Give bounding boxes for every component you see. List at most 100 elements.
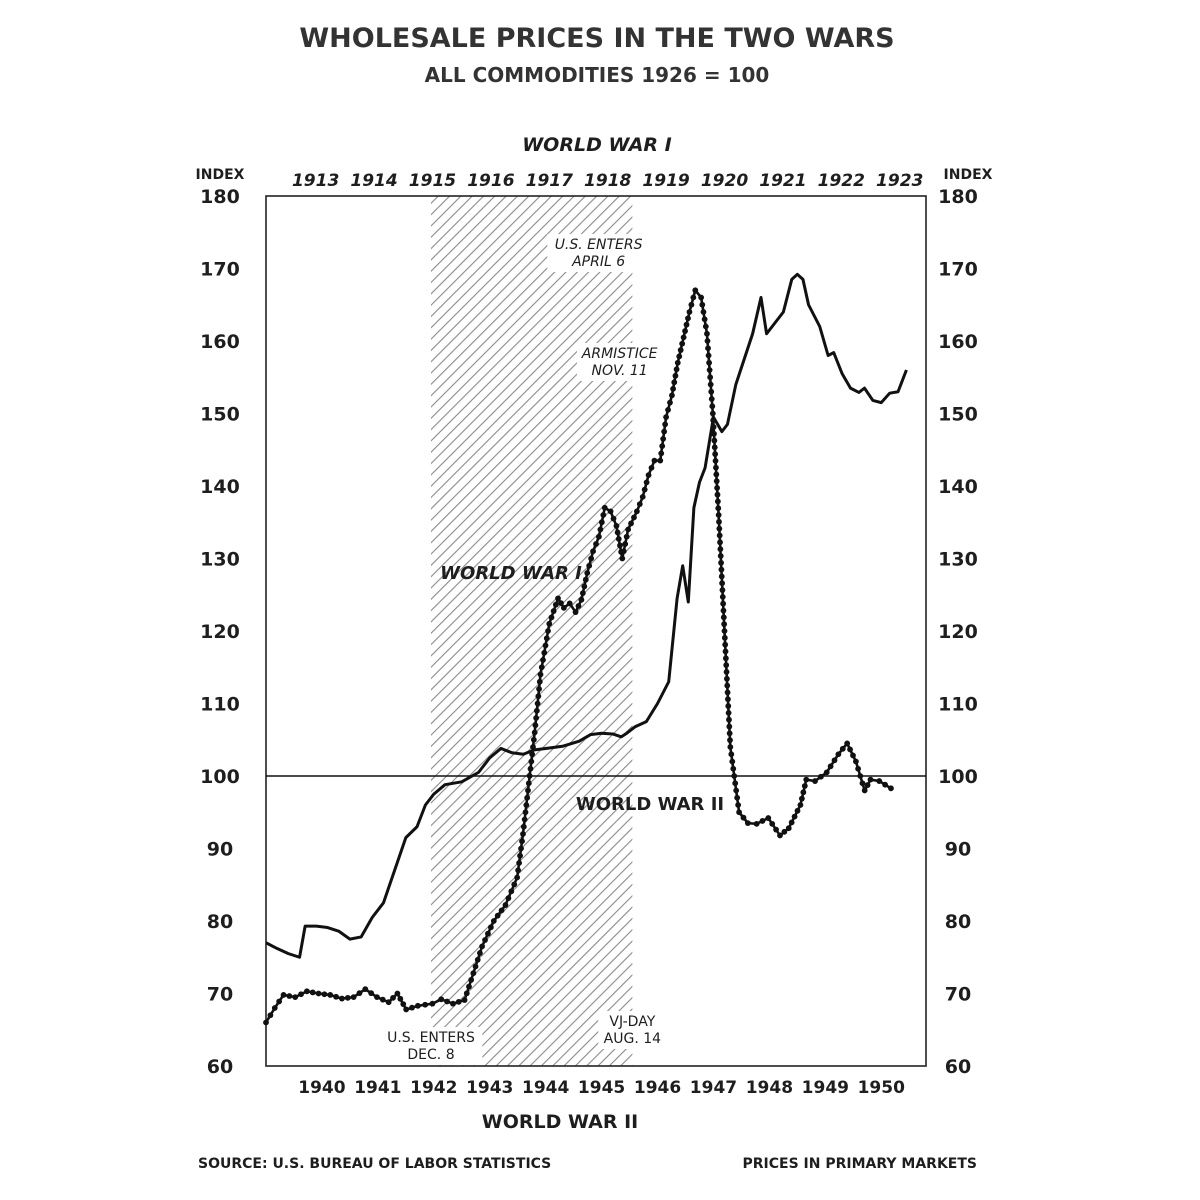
data-point-world-war-i [461, 997, 468, 1003]
data-point-world-war-i [400, 1001, 407, 1008]
chart-title: WHOLESALE PRICES IN THE TWO WARS [299, 23, 894, 54]
data-point-world-war-i [714, 491, 721, 498]
data-point-world-war-i [541, 649, 548, 656]
y-tick-right: 60 [945, 1056, 971, 1078]
data-point-world-war-i [835, 751, 842, 758]
shaded-period-top [537, 196, 632, 1066]
data-point-world-war-i [533, 715, 540, 721]
data-point-world-war-i [531, 729, 538, 736]
data-point-world-war-i [720, 614, 727, 621]
data-point-world-war-i [613, 522, 620, 529]
data-point-world-war-i [730, 765, 737, 772]
y-tick-right: 120 [938, 621, 978, 643]
data-point-world-war-i [729, 758, 736, 765]
data-point-world-war-i [722, 648, 729, 655]
plot-frame [265, 195, 927, 1067]
data-point-world-war-i [839, 745, 846, 752]
data-point-world-war-i [715, 505, 722, 512]
data-point-world-war-i [733, 787, 740, 794]
data-point-world-war-i [769, 820, 776, 827]
data-point-world-war-i [548, 614, 555, 621]
data-point-world-war-i [633, 508, 640, 515]
data-point-world-war-i [705, 352, 712, 359]
data-point-world-war-i [617, 542, 623, 549]
top-tick-label: 1918 [584, 171, 631, 191]
data-point-world-war-i [732, 780, 739, 787]
data-point-world-war-i [522, 809, 529, 816]
data-point-world-war-i [356, 990, 363, 997]
data-point-world-war-i [466, 983, 472, 990]
top-tick-label: 1919 [642, 171, 689, 191]
data-point-world-war-i [598, 519, 605, 526]
data-point-world-war-i [315, 990, 322, 997]
data-point-world-war-i [468, 977, 475, 983]
data-point-world-war-i [362, 986, 369, 993]
data-point-world-war-i [726, 723, 733, 730]
data-point-world-war-i [350, 994, 357, 1001]
data-point-world-war-i [271, 1005, 278, 1011]
top-tick-label: 1914 [350, 171, 397, 191]
label-us-enters-ww2-text: U.S. ENTERS [387, 1030, 475, 1046]
data-point-world-war-i [520, 823, 527, 830]
data-point-world-war-i [498, 907, 505, 914]
data-point-world-war-i [578, 596, 585, 603]
data-point-world-war-i [708, 396, 715, 402]
data-point-world-war-i [485, 930, 491, 937]
data-point-world-war-i [542, 642, 549, 649]
data-point-world-war-i [472, 963, 479, 970]
y-tick-left: 100 [200, 766, 240, 788]
data-point-world-war-i [726, 730, 733, 737]
data-point-world-war-i [676, 353, 683, 360]
data-point-world-war-i [736, 809, 742, 816]
data-point-world-war-i [516, 860, 522, 866]
data-point-world-war-i [581, 583, 588, 590]
data-point-world-war-i [759, 818, 766, 824]
annotation-world-war-i: WORLD WAR I [440, 563, 582, 584]
data-point-world-war-i [474, 956, 481, 963]
data-point-world-war-i [720, 600, 727, 607]
data-point-world-war-i [798, 795, 805, 802]
data-point-world-war-i [596, 533, 602, 540]
y-tick-left: 140 [200, 476, 240, 498]
data-point-world-war-i [321, 991, 328, 998]
data-point-world-war-i [521, 816, 528, 823]
data-point-world-war-i [722, 641, 729, 648]
data-point-world-war-i [722, 655, 729, 662]
data-point-world-war-i [520, 831, 526, 837]
top-axis-ticks: 1913 1914 1915 1916 1917 1918 1919 1920 1921 1922… [292, 171, 923, 191]
data-point-world-war-i [707, 381, 714, 388]
data-point-world-war-i [479, 943, 486, 950]
data-point-world-war-i [385, 999, 392, 1006]
data-point-world-war-i [857, 773, 864, 779]
data-point-world-war-i [463, 990, 470, 997]
data-point-world-war-i [715, 512, 722, 518]
data-point-world-war-i [724, 682, 731, 689]
data-point-world-war-i [859, 780, 866, 787]
data-point-world-war-i [686, 309, 693, 315]
data-point-world-war-i [853, 758, 859, 765]
data-point-world-war-i [403, 1006, 410, 1013]
data-point-world-war-i [515, 867, 522, 874]
data-point-world-war-i [525, 780, 532, 787]
data-point-world-war-i [663, 414, 669, 421]
data-point-world-war-i [888, 785, 894, 792]
data-point-world-war-i [744, 820, 751, 827]
data-point-world-war-i [692, 287, 699, 294]
data-point-world-war-i [292, 994, 299, 1001]
data-point-world-war-i [648, 464, 655, 471]
data-point-world-war-i [718, 566, 725, 573]
data-point-world-war-i [527, 765, 534, 772]
data-point-world-war-i [800, 789, 807, 796]
data-point-world-war-i [620, 548, 627, 555]
data-point-world-war-i [719, 587, 726, 593]
data-point-world-war-i [735, 802, 742, 808]
y-tick-left: 180 [200, 186, 240, 208]
data-point-world-war-i [716, 525, 723, 532]
data-point-world-war-i [607, 508, 614, 515]
y-tick-right: 110 [938, 694, 978, 716]
data-point-world-war-i [502, 902, 509, 908]
data-point-world-war-i [864, 782, 871, 788]
label-vj-day-text: VJ-DAY [609, 1014, 655, 1030]
